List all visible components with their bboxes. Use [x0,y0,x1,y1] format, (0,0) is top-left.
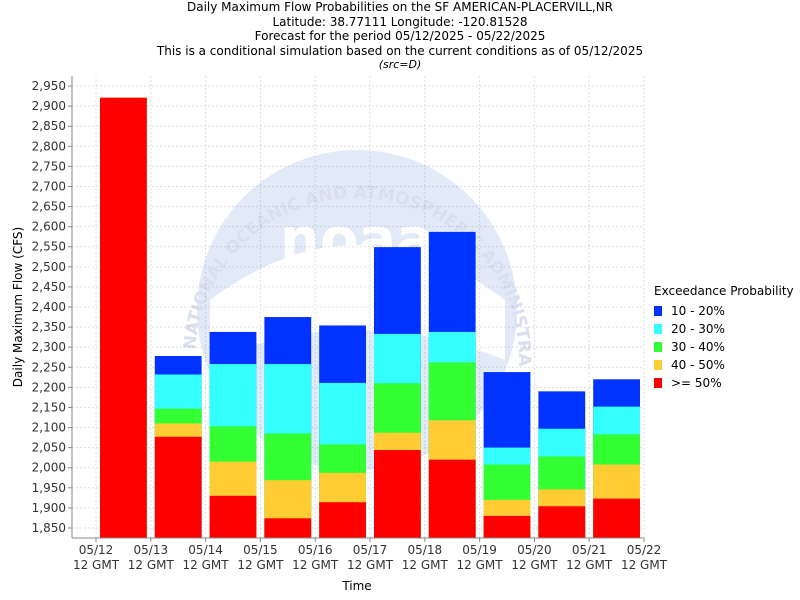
legend-title: Exceedance Probability [654,284,794,298]
bar-segment-ge50 [483,515,531,538]
chart-title: Daily Maximum Flow Probabilities on the … [186,0,614,14]
y-tick-label: 2,200 [32,380,66,394]
y-tick-label: 2,150 [32,400,66,414]
x-tick-label-date: 05/14 [188,543,223,557]
y-tick-label: 1,850 [32,521,66,535]
legend-swatch [654,360,662,370]
bar-segment-ge50 [209,495,257,538]
bar-segment-ge50 [593,498,640,538]
x-tick-label-time: 12 GMT [183,558,230,572]
legend-item: 20 - 30% [654,320,794,338]
bar-segment-ge50 [100,97,147,539]
y-tick-label: 1,900 [32,501,66,515]
y-tick-label: 2,450 [32,280,66,294]
x-tick-label-time: 12 GMT [566,558,613,572]
y-tick-label: 2,250 [32,360,66,374]
y-tick-label: 2,050 [32,441,66,455]
y-tick-label: 2,750 [32,159,66,173]
y-tick-label: 2,300 [32,340,66,354]
bar-segment-ge50 [264,518,312,538]
legend: Exceedance Probability 10 - 20% 20 - 30% 3… [654,284,794,392]
x-tick-label-date: 05/21 [572,543,607,557]
legend-label: 30 - 40% [671,340,725,354]
x-tick-label-time: 12 GMT [402,558,449,572]
bars-group [100,97,640,539]
chart-title-block: Daily Maximum Flow Probabilities on the … [0,0,800,71]
legend-label: 20 - 30% [671,322,725,336]
x-tick-label-date: 05/18 [408,543,443,557]
x-tick-label-date: 05/15 [243,543,278,557]
y-axis-title: Daily Maximum Flow (CFS) [11,227,25,387]
y-tick-label: 2,800 [32,139,66,153]
x-tick-label-time: 12 GMT [237,558,284,572]
y-ticks: 1,850 1,900 1,950 2,000 2,050 2,100 2,150 2,200… [32,79,72,535]
legend-label: 40 - 50% [671,358,725,372]
y-tick-label: 2,700 [32,179,66,193]
x-tick-label-time: 12 GMT [292,558,339,572]
legend-item: 10 - 20% [654,302,794,320]
legend-items: 10 - 20% 20 - 30% 30 - 40% 40 - 50% >= 50% [654,302,794,392]
chart-condition: This is a conditional simulation based o… [156,43,644,58]
y-tick-label: 2,850 [32,119,66,133]
legend-swatch [654,378,662,388]
y-tick-label: 2,100 [32,421,66,435]
y-tick-label: 2,650 [32,200,66,214]
legend-label: >= 50% [671,376,722,390]
y-tick-label: 2,350 [32,320,66,334]
bar-segment-ge50 [428,459,476,538]
x-tick-label-time: 12 GMT [73,558,120,572]
bar-segment-ge50 [538,506,586,538]
x-tick-label-time: 12 GMT [621,558,668,572]
x-tick-label-time: 12 GMT [347,558,394,572]
bar-segment-ge50 [374,450,421,538]
y-tick-label: 2,500 [32,260,66,274]
x-tick-label-date: 05/22 [627,543,662,557]
x-tick-label-time: 12 GMT [128,558,175,572]
y-tick-label: 2,900 [32,99,66,113]
y-tick-label: 2,000 [32,461,66,475]
y-tick-label: 2,950 [32,79,66,93]
x-tick-label-date: 05/13 [134,543,169,557]
x-tick-label-time: 12 GMT [457,558,504,572]
y-tick-label: 2,400 [32,300,66,314]
x-tick-label-date: 05/19 [462,543,497,557]
legend-swatch [654,324,662,334]
bar-segment-ge50 [154,436,202,538]
legend-item: 40 - 50% [654,356,794,374]
x-tick-label-date: 05/17 [353,543,388,557]
x-axis-title: Time [341,579,371,593]
bar-segment-ge50 [319,502,366,538]
legend-swatch [654,306,662,316]
x-tick-label-date: 05/12 [79,543,114,557]
x-tick-label-date: 05/20 [517,543,552,557]
y-tick-label: 2,550 [32,240,66,254]
chart-location: Latitude: 38.77111 Longitude: -120.81528 [272,14,528,29]
y-tick-label: 2,600 [32,220,66,234]
legend-item: 30 - 40% [654,338,794,356]
chart-source: (src=D) [378,58,422,71]
legend-swatch [654,342,662,352]
legend-item: >= 50% [654,374,794,392]
x-tick-label-date: 05/16 [298,543,333,557]
x-tick-label-time: 12 GMT [511,558,558,572]
legend-label: 10 - 20% [671,304,725,318]
chart-period: Forecast for the period 05/12/2025 - 05/… [254,29,546,43]
y-tick-label: 1,950 [32,481,66,495]
